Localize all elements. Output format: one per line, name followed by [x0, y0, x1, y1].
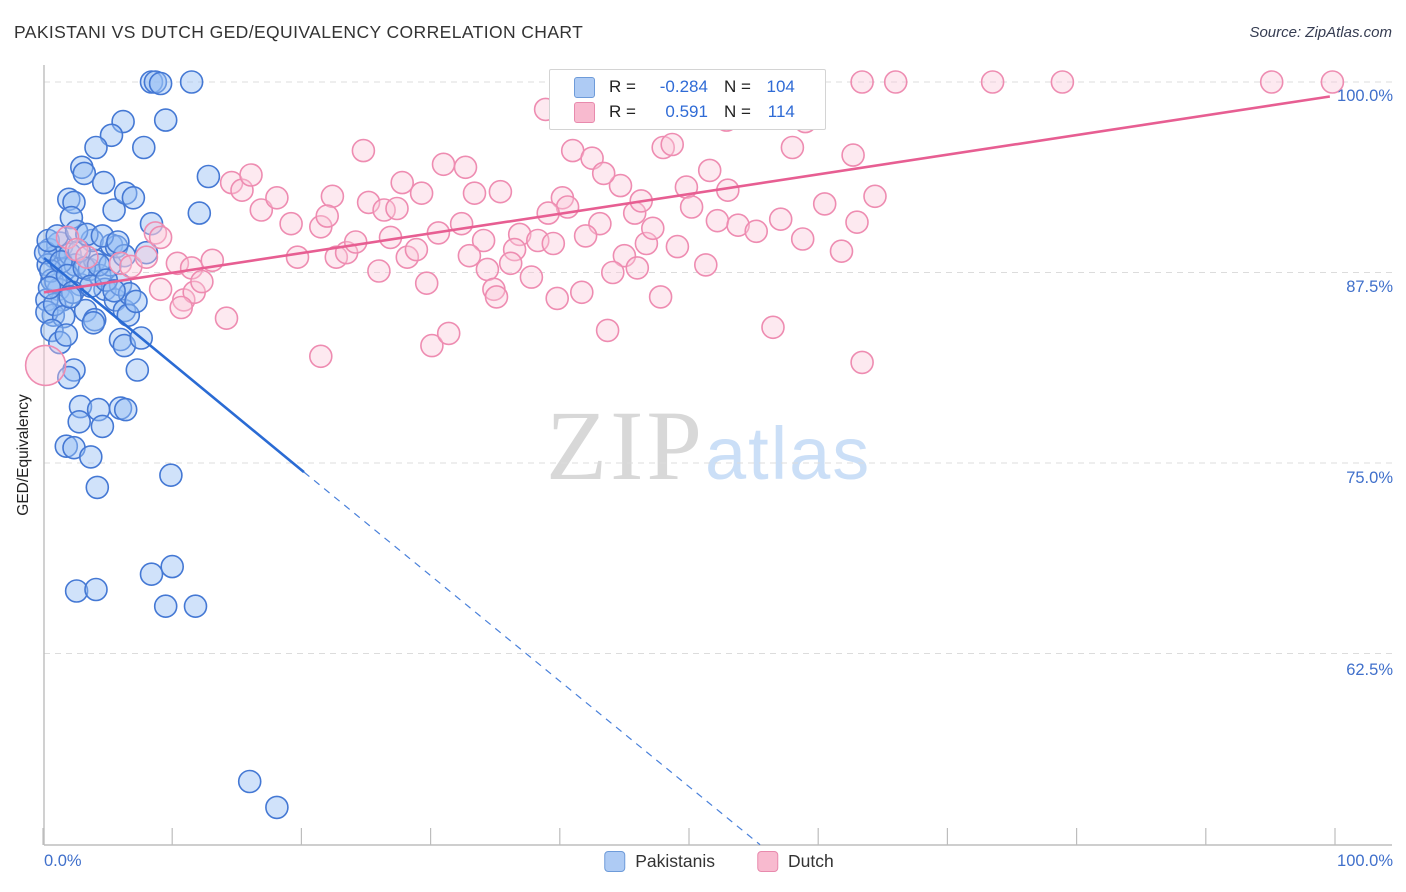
- y-tick-label-75: 75.0%: [1346, 469, 1393, 487]
- y-tick-label-100: 100.0%: [1337, 87, 1393, 105]
- series-legend: Pakistanis Dutch: [604, 851, 834, 872]
- source-attribution: Source: ZipAtlas.com: [1249, 24, 1392, 41]
- legend-row-dutch: R = 0.591 N = 114: [550, 101, 825, 123]
- dutch-swatch: [574, 101, 595, 123]
- watermark: ZIP atlas: [546, 388, 871, 503]
- r-value-dutch: 0.591: [665, 102, 708, 121]
- n-value-pakistanis: 104: [766, 77, 795, 96]
- pakistanis-points: [33, 70, 289, 820]
- y-axis-label: GED/Equivalency: [15, 394, 32, 516]
- legend-row-pakistanis: R = -0.284 N = 104: [550, 76, 825, 98]
- y-tick-label-62-5: 62.5%: [1346, 661, 1393, 679]
- watermark-zip: ZIP: [546, 390, 705, 501]
- x-tick-label-100: 100.0%: [1337, 852, 1393, 870]
- legend-label-dutch: Dutch: [788, 851, 834, 871]
- legend-item-pakistanis: Pakistanis: [604, 851, 715, 872]
- n-label: N =: [723, 77, 751, 96]
- legend-label-pakistanis: Pakistanis: [635, 851, 716, 871]
- watermark-atlas: atlas: [705, 412, 872, 495]
- pakistanis-trend-line: [43, 257, 761, 846]
- correlation-legend-box: R = -0.284 N = 104 R = 0.591 N = 114: [549, 69, 826, 130]
- legend-item-dutch: Dutch: [757, 851, 834, 872]
- page-title: PAKISTANI VS DUTCH GED/EQUIVALENCY CORRE…: [14, 22, 584, 42]
- n-value-dutch: 114: [767, 102, 795, 121]
- pakistanis-swatch: [604, 851, 626, 872]
- r-label: R =: [609, 77, 636, 96]
- dutch-swatch: [757, 851, 779, 872]
- x-tick-label-0: 0.0%: [44, 852, 82, 870]
- r-label: R =: [609, 102, 636, 121]
- y-tick-label-87-5: 87.5%: [1346, 278, 1393, 296]
- pakistanis-swatch: [574, 76, 595, 98]
- gridlines: [44, 81, 1392, 654]
- n-label: N =: [723, 102, 751, 121]
- r-value-pakistanis: -0.284: [659, 77, 708, 96]
